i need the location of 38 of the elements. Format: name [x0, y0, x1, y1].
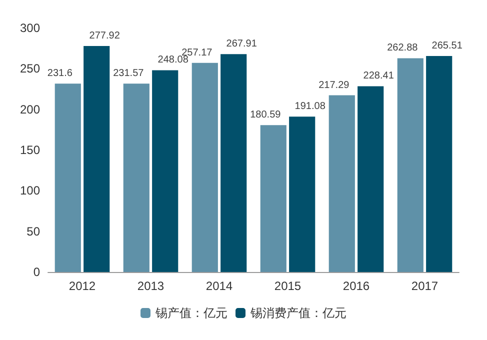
y-tick-label: 200 — [20, 102, 40, 116]
bar — [260, 125, 286, 272]
y-tick-label: 150 — [20, 143, 40, 157]
x-tick-label: 2015 — [274, 279, 302, 293]
y-tick-label: 0 — [33, 265, 40, 279]
y-tick-label: 250 — [20, 62, 40, 76]
x-tick-label: 2014 — [206, 279, 233, 293]
bar — [289, 116, 316, 272]
y-tick-label: 300 — [20, 21, 40, 35]
bar — [192, 62, 218, 272]
bar — [54, 84, 81, 272]
bar — [84, 46, 110, 272]
data-label: 265.51 — [432, 40, 463, 52]
data-label: 267.91 — [226, 38, 258, 50]
data-label: 217.29 — [318, 80, 350, 91]
legend-label: 锡产值：亿元 — [154, 306, 228, 320]
data-label: 231.57 — [113, 68, 144, 80]
x-tick-label: 2012 — [68, 279, 96, 293]
data-label: 180.59 — [250, 110, 282, 121]
x-tick-label: 2016 — [342, 279, 370, 293]
bar — [397, 58, 424, 272]
data-label: 248.08 — [158, 54, 189, 66]
bar — [123, 84, 150, 272]
x-tick-label: 2017 — [411, 279, 438, 293]
data-label: 277.92 — [89, 30, 120, 42]
data-label: 262.88 — [387, 42, 418, 54]
bar — [220, 54, 247, 272]
data-label: 231.6 — [47, 68, 73, 80]
data-label: 191.08 — [294, 101, 326, 112]
legend-label: 锡消费产值：亿元 — [250, 306, 346, 320]
bar — [328, 95, 355, 272]
bar — [426, 56, 452, 272]
x-tick-label: 2013 — [137, 279, 164, 293]
y-tick-label: 50 — [26, 224, 40, 238]
data-label: 228.41 — [363, 70, 394, 82]
y-tick-label: 100 — [20, 184, 40, 198]
bar — [152, 70, 178, 272]
bar — [358, 86, 384, 272]
